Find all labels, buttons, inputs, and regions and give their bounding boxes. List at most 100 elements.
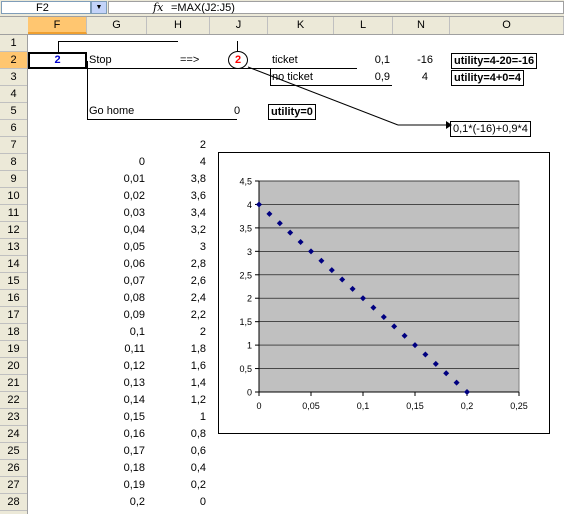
data-point [453,379,460,386]
table-cell-g: 0,03 [123,207,145,219]
tree-connector [58,41,59,52]
table-cell-g: 0,05 [123,241,145,253]
table-cell-g: 0,11 [124,343,145,355]
row-header-20[interactable]: 20 [0,358,27,375]
active-cell-F2[interactable]: 2 [28,52,87,69]
row-header-7[interactable]: 7 [0,137,27,154]
row-header-25[interactable]: 25 [0,443,27,460]
table-cell-g: 0,15 [123,411,145,423]
table-cell-h: 2,4 [190,292,206,304]
row-header-2[interactable]: 2 [0,52,27,69]
table-cell-h: 3,8 [190,173,206,185]
function-icon[interactable]: fx [153,1,164,14]
row-header-4[interactable]: 4 [0,86,27,103]
data-point [401,332,408,339]
row-header-28[interactable]: 28 [0,494,27,511]
row-header-14[interactable]: 14 [0,256,27,273]
row-header-17[interactable]: 17 [0,307,27,324]
row-header-10[interactable]: 10 [0,188,27,205]
row-header-8[interactable]: 8 [0,154,27,171]
column-header-N[interactable]: N [393,17,450,34]
y-tick-label: 3 [247,247,252,257]
table-cell-g: 0,08 [123,292,145,304]
table-cell-h: 2,2 [190,309,206,321]
x-tick-label: 0,05 [302,401,320,411]
table-cell-h: 1,4 [190,377,206,389]
data-point [256,201,262,208]
ticket-label: ticket [272,54,298,66]
data-point [308,248,314,255]
plot-area [258,180,520,393]
formula-input[interactable]: fx =MAX(J2:J5) [108,1,564,14]
cell-H7: 2 [199,139,206,151]
row-header-18[interactable]: 18 [0,324,27,341]
table-cell-g: 0,09 [123,309,145,321]
row-header-9[interactable]: 9 [0,171,27,188]
row-header-3[interactable]: 3 [0,69,27,86]
column-header-O[interactable]: O [450,17,564,34]
column-header-G[interactable]: G [87,17,147,34]
table-cell-g: 0,13 [123,377,145,389]
table-cell-g: 0,19 [123,479,145,491]
x-tick-label: 0 [256,401,261,411]
arrow-label: ==> [180,54,200,66]
y-tick-label: 3,5 [239,223,252,233]
row-header-12[interactable]: 12 [0,222,27,239]
worksheet-grid[interactable]: 2 Stop ==> 2 ticket 0,1 -16 utility=4-20… [28,35,564,514]
table-cell-h: 1,6 [190,360,206,372]
data-point [287,229,294,236]
row-header-21[interactable]: 21 [0,375,27,392]
tree-arrow-svg [247,66,452,129]
row-header-11[interactable]: 11 [0,205,27,222]
table-cell-g: 0,2 [129,496,145,508]
table-cell-h: 0,6 [190,445,206,457]
table-cell-h: 0,4 [190,462,206,474]
row-header-22[interactable]: 22 [0,392,27,409]
table-cell-h: 1,2 [190,394,206,406]
column-header-K[interactable]: K [268,17,334,34]
y-tick-label: 1,5 [239,317,252,327]
row-header-5[interactable]: 5 [0,103,27,120]
x-tick-label: 0,2 [461,401,474,411]
chart-svg: 0 0,5 1 1,5 2 2,5 3 3,5 4 4,5 0 0,05 0,1 0,15 0,2 0,25 [239,177,527,412]
column-header-J[interactable]: J [210,17,268,34]
table-cell-g: 0,1 [129,326,145,338]
table-cell-g: 0,04 [123,224,145,236]
row-header-15[interactable]: 15 [0,273,27,290]
column-header-F[interactable]: F [28,17,87,34]
chance-branch-line [270,68,271,85]
row-header-23[interactable]: 23 [0,409,27,426]
table-cell-g: 0,17 [123,445,145,457]
data-point [464,389,470,395]
row-header-16[interactable]: 16 [0,290,27,307]
column-header-H[interactable]: H [147,17,210,34]
table-cell-h: 4 [199,156,206,168]
row-header-27[interactable]: 27 [0,477,27,494]
row-header-1[interactable]: 1 [0,35,27,52]
stop-branch-line [87,68,357,69]
ticket-probability: 0,1 [374,54,390,66]
y-tick-label: 2,5 [239,270,252,280]
table-cell-g: 0,14 [123,394,145,406]
row-header-6[interactable]: 6 [0,120,27,137]
column-header-L[interactable]: L [334,17,393,34]
row-header-24[interactable]: 24 [0,426,27,443]
data-point [328,267,335,274]
name-box-dropdown-icon[interactable]: ▼ [91,1,107,14]
row-header-19[interactable]: 19 [0,341,27,358]
row-header-26[interactable]: 26 [0,460,27,477]
data-point [266,210,273,217]
table-cell-h: 0 [199,496,206,508]
go-home-value: 0 [234,105,241,117]
scatter-chart[interactable]: 0 0,5 1 1,5 2 2,5 3 3,5 4 4,5 0 0,05 0,1 0,15 0,2 0,25 [218,152,550,434]
table-cell-h: 3,6 [190,190,206,202]
data-point [380,313,387,320]
go-home-branch-line [87,119,237,120]
ticket-payoff: -16 [417,54,433,66]
row-header-13[interactable]: 13 [0,239,27,256]
data-point [432,360,439,367]
expected-value-formula: 0,1*(-16)+0,9*4 [450,121,531,137]
name-box[interactable]: F2 [1,1,91,14]
no-ticket-probability: 0,9 [374,71,390,83]
no-ticket-utility: utility=4+0=4 [451,70,524,86]
